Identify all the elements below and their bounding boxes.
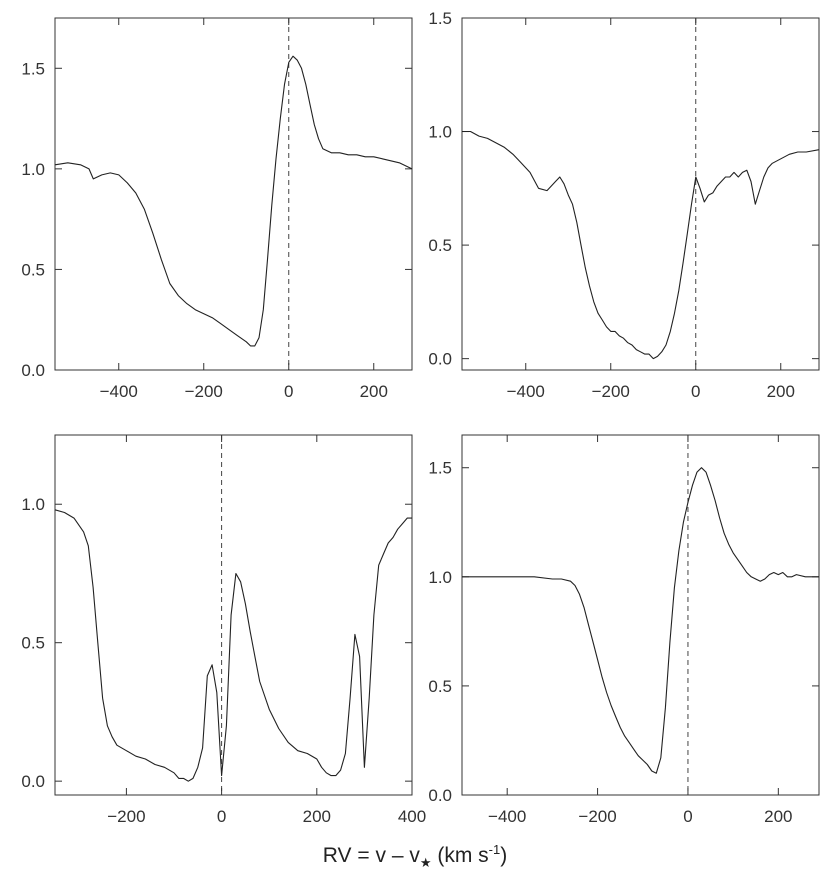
y-tick-label: 0.0: [21, 361, 45, 380]
panel-top-left: −400 −200 0 200 0.0 0.5 1.0 1.5: [21, 17, 413, 401]
x-tick-label: −200: [185, 382, 223, 401]
y-tick-label: 0.5: [428, 677, 452, 696]
plot-frame: [461, 434, 820, 796]
plot-frame: [461, 17, 820, 371]
plot-frame: [54, 434, 413, 796]
y-tick-label: 0.0: [21, 772, 45, 791]
line-profile-trace: [462, 130, 820, 360]
x-tick-label: 0: [217, 807, 226, 826]
x-tick-label: 200: [303, 807, 331, 826]
panel-top-right: −400 −200 0 200 0.0 0.5 1.0 1.5: [428, 9, 820, 401]
y-tick-label: 0.5: [21, 634, 45, 653]
x-tick-label: −200: [592, 382, 630, 401]
y-tick-label: 0.0: [428, 786, 452, 805]
x-tick-label: 0: [683, 807, 692, 826]
x-tick-label: 0: [284, 382, 293, 401]
y-tick-label: 1.0: [428, 568, 452, 587]
y-tick-label: 1.5: [21, 59, 45, 78]
x-tick-label: −400: [488, 807, 526, 826]
y-tick-label: 0.0: [428, 350, 452, 369]
y-tick-label: 1.0: [428, 123, 452, 142]
y-tick-label: 0.5: [21, 260, 45, 279]
x-tick-label: 200: [764, 807, 792, 826]
x-tick-label: −400: [507, 382, 545, 401]
line-profile-trace: [462, 467, 819, 774]
line-profile-trace: [54, 509, 412, 782]
panel-bottom-left: −200 0 200 400 0.0 0.5 1.0: [21, 434, 426, 826]
y-tick-label: 0.5: [428, 236, 452, 255]
plot-frame: [54, 17, 413, 371]
x-tick-label: 200: [360, 382, 388, 401]
x-tick-label: −200: [578, 807, 616, 826]
x-tick-label: 0: [691, 382, 700, 401]
x-tick-label: 400: [398, 807, 426, 826]
x-tick-label: −400: [100, 382, 138, 401]
y-tick-label: 1.5: [428, 459, 452, 478]
x-tick-label: −200: [107, 807, 145, 826]
x-tick-label: 200: [767, 382, 795, 401]
y-tick-label: 1.0: [21, 160, 45, 179]
line-profile-trace: [54, 55, 413, 347]
y-tick-label: 1.0: [21, 495, 45, 514]
shared-x-axis-label: RV = v – v★ (km s-1): [322, 842, 508, 871]
panel-bottom-right: −400 −200 0 200 0.0 0.5 1.0 1.5: [428, 434, 820, 826]
y-tick-label: 1.5: [428, 9, 452, 28]
